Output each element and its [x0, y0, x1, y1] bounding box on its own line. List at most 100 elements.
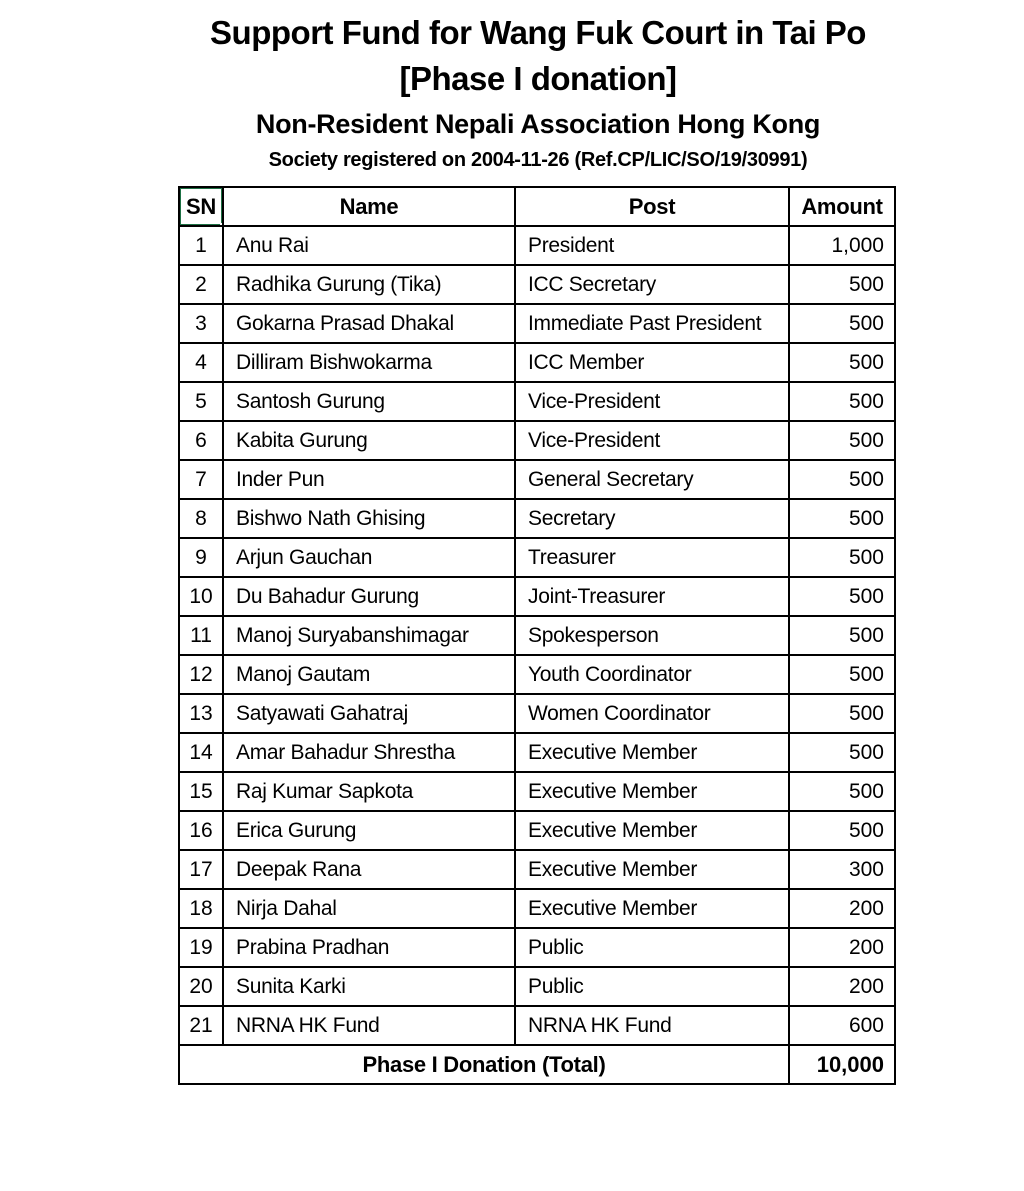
table-row[interactable]: 3 Gokarna Prasad Dhakal Immediate Past P…: [178, 303, 896, 344]
cell-sn[interactable]: 8: [178, 498, 224, 539]
cell-amount[interactable]: 500: [788, 693, 896, 734]
total-row[interactable]: Phase I Donation (Total) 10,000: [178, 1044, 896, 1085]
header-cell-sn[interactable]: SN: [178, 186, 224, 227]
table-row[interactable]: 4 Dilliram Bishwokarma ICC Member 500: [178, 342, 896, 383]
cell-amount[interactable]: 500: [788, 771, 896, 812]
cell-name[interactable]: Erica Gurung: [222, 810, 516, 851]
cell-name[interactable]: Inder Pun: [222, 459, 516, 500]
table-row[interactable]: 17 Deepak Rana Executive Member 300: [178, 849, 896, 890]
table-row[interactable]: 18 Nirja Dahal Executive Member 200: [178, 888, 896, 929]
cell-post[interactable]: Vice-President: [514, 381, 790, 422]
cell-sn[interactable]: 18: [178, 888, 224, 929]
table-row[interactable]: 7 Inder Pun General Secretary 500: [178, 459, 896, 500]
cell-amount[interactable]: 300: [788, 849, 896, 890]
cell-sn[interactable]: 5: [178, 381, 224, 422]
cell-post[interactable]: Public: [514, 927, 790, 968]
cell-name[interactable]: Du Bahadur Gurung: [222, 576, 516, 617]
cell-sn[interactable]: 11: [178, 615, 224, 656]
table-row[interactable]: 5 Santosh Gurung Vice-President 500: [178, 381, 896, 422]
cell-sn[interactable]: 16: [178, 810, 224, 851]
cell-name[interactable]: Bishwo Nath Ghising: [222, 498, 516, 539]
cell-post[interactable]: Youth Coordinator: [514, 654, 790, 695]
cell-amount[interactable]: 1,000: [788, 225, 896, 266]
cell-name[interactable]: Anu Rai: [222, 225, 516, 266]
cell-amount[interactable]: 600: [788, 1005, 896, 1046]
header-cell-name[interactable]: Name: [222, 186, 516, 227]
table-row[interactable]: 19 Prabina Pradhan Public 200: [178, 927, 896, 968]
cell-post[interactable]: Executive Member: [514, 810, 790, 851]
table-row[interactable]: 14 Amar Bahadur Shrestha Executive Membe…: [178, 732, 896, 773]
cell-amount[interactable]: 500: [788, 498, 896, 539]
cell-amount[interactable]: 200: [788, 927, 896, 968]
cell-amount[interactable]: 500: [788, 810, 896, 851]
table-row[interactable]: 8 Bishwo Nath Ghising Secretary 500: [178, 498, 896, 539]
cell-amount[interactable]: 500: [788, 342, 896, 383]
cell-sn[interactable]: 3: [178, 303, 224, 344]
cell-name[interactable]: NRNA HK Fund: [222, 1005, 516, 1046]
cell-amount[interactable]: 500: [788, 537, 896, 578]
cell-amount[interactable]: 500: [788, 654, 896, 695]
cell-amount[interactable]: 200: [788, 888, 896, 929]
cell-amount[interactable]: 500: [788, 732, 896, 773]
cell-amount[interactable]: 500: [788, 264, 896, 305]
cell-amount[interactable]: 500: [788, 303, 896, 344]
cell-sn[interactable]: 19: [178, 927, 224, 968]
table-row[interactable]: 9 Arjun Gauchan Treasurer 500: [178, 537, 896, 578]
cell-name[interactable]: Santosh Gurung: [222, 381, 516, 422]
header-cell-amount[interactable]: Amount: [788, 186, 896, 227]
cell-post[interactable]: Executive Member: [514, 732, 790, 773]
cell-sn[interactable]: 14: [178, 732, 224, 773]
cell-sn[interactable]: 13: [178, 693, 224, 734]
cell-name[interactable]: Satyawati Gahatraj: [222, 693, 516, 734]
table-row[interactable]: 10 Du Bahadur Gurung Joint-Treasurer 500: [178, 576, 896, 617]
cell-name[interactable]: Arjun Gauchan: [222, 537, 516, 578]
cell-post[interactable]: ICC Secretary: [514, 264, 790, 305]
table-row[interactable]: 11 Manoj Suryabanshimagar Spokesperson 5…: [178, 615, 896, 656]
cell-name[interactable]: Manoj Gautam: [222, 654, 516, 695]
cell-sn[interactable]: 20: [178, 966, 224, 1007]
cell-amount[interactable]: 500: [788, 576, 896, 617]
cell-post[interactable]: General Secretary: [514, 459, 790, 500]
table-row[interactable]: 15 Raj Kumar Sapkota Executive Member 50…: [178, 771, 896, 812]
cell-name[interactable]: Dilliram Bishwokarma: [222, 342, 516, 383]
cell-post[interactable]: Immediate Past President: [514, 303, 790, 344]
table-row[interactable]: 13 Satyawati Gahatraj Women Coordinator …: [178, 693, 896, 734]
table-row[interactable]: 16 Erica Gurung Executive Member 500: [178, 810, 896, 851]
cell-post[interactable]: Executive Member: [514, 888, 790, 929]
cell-name[interactable]: Sunita Karki: [222, 966, 516, 1007]
cell-amount[interactable]: 500: [788, 420, 896, 461]
selection-fill-handle[interactable]: [220, 223, 221, 224]
header-cell-post[interactable]: Post: [514, 186, 790, 227]
table-row[interactable]: 6 Kabita Gurung Vice-President 500: [178, 420, 896, 461]
cell-sn[interactable]: 9: [178, 537, 224, 578]
cell-name[interactable]: Amar Bahadur Shrestha: [222, 732, 516, 773]
cell-name[interactable]: Radhika Gurung (Tika): [222, 264, 516, 305]
cell-sn[interactable]: 2: [178, 264, 224, 305]
cell-sn[interactable]: 7: [178, 459, 224, 500]
cell-post[interactable]: President: [514, 225, 790, 266]
cell-post[interactable]: Secretary: [514, 498, 790, 539]
cell-sn[interactable]: 6: [178, 420, 224, 461]
cell-sn[interactable]: 4: [178, 342, 224, 383]
cell-name[interactable]: Deepak Rana: [222, 849, 516, 890]
cell-name[interactable]: Manoj Suryabanshimagar: [222, 615, 516, 656]
cell-name[interactable]: Raj Kumar Sapkota: [222, 771, 516, 812]
cell-amount[interactable]: 200: [788, 966, 896, 1007]
cell-sn[interactable]: 17: [178, 849, 224, 890]
cell-post[interactable]: Joint-Treasurer: [514, 576, 790, 617]
cell-amount[interactable]: 500: [788, 381, 896, 422]
cell-amount[interactable]: 500: [788, 459, 896, 500]
table-row[interactable]: 2 Radhika Gurung (Tika) ICC Secretary 50…: [178, 264, 896, 305]
table-row[interactable]: 21 NRNA HK Fund NRNA HK Fund 600: [178, 1005, 896, 1046]
table-row[interactable]: 1 Anu Rai President 1,000: [178, 225, 896, 266]
cell-name[interactable]: Prabina Pradhan: [222, 927, 516, 968]
cell-sn[interactable]: 21: [178, 1005, 224, 1046]
cell-sn[interactable]: 12: [178, 654, 224, 695]
cell-post[interactable]: Vice-President: [514, 420, 790, 461]
cell-sn[interactable]: 10: [178, 576, 224, 617]
cell-post[interactable]: ICC Member: [514, 342, 790, 383]
cell-post[interactable]: Executive Member: [514, 849, 790, 890]
cell-name[interactable]: Nirja Dahal: [222, 888, 516, 929]
cell-post[interactable]: Executive Member: [514, 771, 790, 812]
cell-post[interactable]: Spokesperson: [514, 615, 790, 656]
